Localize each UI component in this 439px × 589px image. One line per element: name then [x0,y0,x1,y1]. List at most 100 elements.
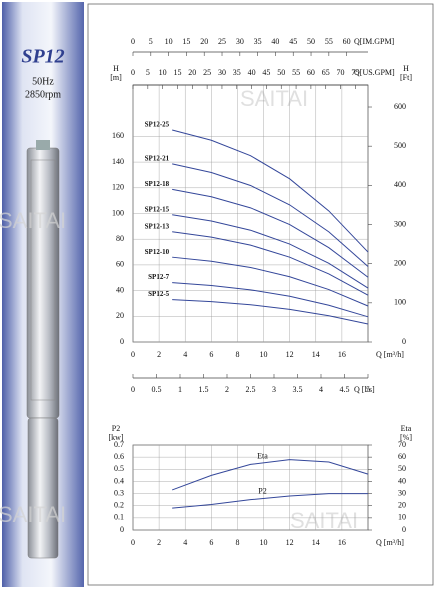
y2-tick-label: 60 [398,452,406,461]
y2-tick-label: 40 [398,476,406,485]
secondary-tick-label: 0.5 [152,385,162,394]
y-tick-label: 80 [116,234,124,243]
secondary-tick-label: 55 [292,68,300,77]
curve [172,299,369,325]
y-axis-unit: [kw] [108,433,123,442]
x-tick-label: 0 [131,350,135,359]
y-tick-label: 0.6 [114,452,124,461]
series-label: SP12-7 [148,273,170,281]
secondary-tick-label: 10 [159,68,167,77]
secondary-tick-label: 0 [131,37,135,46]
series-label: SP12-15 [145,205,170,213]
y-axis-unit: [m] [110,73,122,82]
secondary-tick-label: 70 [337,68,345,77]
secondary-tick-label: 60 [307,68,315,77]
y2-tick-label: 0 [402,525,406,534]
secondary-tick-label: 75 [351,68,359,77]
y2-axis-label: H [403,64,409,73]
x-axis-label: Q [m³/h] [376,538,404,547]
x-tick-label: 6 [209,350,213,359]
secondary-tick-label: 50 [307,37,315,46]
x-tick-label: 8 [235,538,239,547]
secondary-tick-label: 40 [248,68,256,77]
y-tick-label: 20 [116,311,124,320]
y-tick-label: 60 [116,260,124,269]
secondary-tick-label: 4.5 [340,385,350,394]
y-axis-label: H [113,64,119,73]
y-tick-label: 40 [116,285,124,294]
y2-tick-label: 600 [394,102,406,111]
series-label: SP12-5 [148,290,170,298]
secondary-tick-label: 1.5 [199,385,209,394]
secondary-tick-label: 2.5 [246,385,256,394]
x-tick-label: 4 [183,538,187,547]
y-tick-label: 0.5 [114,464,124,473]
model: SP12 [21,46,64,68]
secondary-tick-label: 5 [149,37,153,46]
watermark: SAITAI [240,86,308,111]
secondary-tick-label: 45 [262,68,270,77]
secondary-tick-label: 25 [203,68,211,77]
watermark: SAITAI [290,508,358,533]
secondary-tick-label: 55 [325,37,333,46]
curve [172,282,369,318]
x-tick-label: 16 [338,538,346,547]
y-tick-label: 100 [112,208,124,217]
y2-axis-unit: [%] [400,433,412,442]
secondary-tick-label: 4 [319,385,323,394]
y-axis-label: P2 [112,424,120,433]
x-tick-label: 12 [286,350,294,359]
y-tick-label: 140 [112,157,124,166]
pump-image [26,140,60,559]
secondary-tick-label: 2 [225,385,229,394]
secondary-tick-label: 20 [188,68,196,77]
secondary-tick-label: 10 [165,37,173,46]
secondary-tick-label: 0 [131,68,135,77]
series-label: SP12-10 [145,248,170,256]
y-tick-label: 120 [112,183,124,192]
y-tick-label: 0 [120,337,124,346]
x-tick-label: 16 [338,350,346,359]
series-label: SP12-21 [145,155,170,163]
secondary-axis-label: Q[IM.GPM] [354,37,395,46]
series-label: SP12-18 [145,180,170,188]
x-tick-label: 10 [260,350,268,359]
curve [172,493,368,509]
curve [172,163,369,267]
secondary-tick-label: 5 [366,385,370,394]
curve [172,256,369,307]
secondary-tick-label: 1 [178,385,182,394]
x-tick-label: 14 [312,538,320,547]
y2-tick-label: 20 [398,501,406,510]
secondary-tick-label: 25 [218,37,226,46]
secondary-tick-label: 50 [277,68,285,77]
secondary-axis-label: Q[US.GPM] [354,68,395,77]
y2-axis-unit: [Ft] [400,73,412,82]
y-tick-label: 0.2 [114,501,124,510]
curve [172,129,369,253]
x-tick-label: 2 [157,350,161,359]
secondary-tick-label: 15 [182,37,190,46]
secondary-tick-label: 3 [272,385,276,394]
x-tick-label: 6 [209,538,213,547]
speed: 2850rpm [25,89,61,100]
series-label: SP12-25 [145,121,170,129]
y-tick-label: 160 [112,131,124,140]
watermark: SAITAI [0,208,66,233]
secondary-tick-label: 15 [173,68,181,77]
x-tick-label: 0 [131,538,135,547]
secondary-tick-label: 40 [271,37,279,46]
secondary-tick-label: 45 [289,37,297,46]
y2-tick-label: 200 [394,258,406,267]
curve [172,214,369,289]
curve [171,459,369,491]
secondary-tick-label: 5 [146,68,150,77]
y2-axis-label: Eta [401,424,412,433]
series-label: SP12-13 [145,222,170,230]
chart-frame [87,3,434,586]
y2-tick-label: 0 [402,337,406,346]
secondary-tick-label: 0 [131,385,135,394]
x-tick-label: 14 [312,350,320,359]
secondary-tick-label: 65 [322,68,330,77]
